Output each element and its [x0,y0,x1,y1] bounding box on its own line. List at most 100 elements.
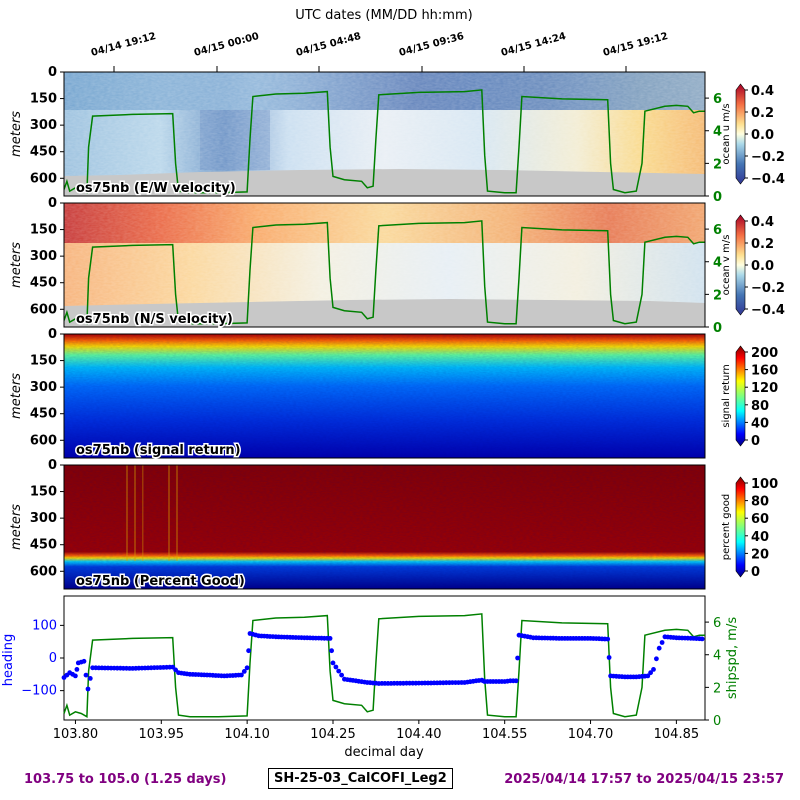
y-tick-label: 150 [30,223,57,238]
colorbar [735,214,746,316]
y-tick-label: 0 [48,458,57,473]
heading-point [87,676,93,681]
heading-point [659,640,665,645]
colorbar [735,345,746,447]
x-tick-label: 104.55 [482,727,528,742]
y-tick-label: 600 [30,433,57,448]
top-date-label: 04/15 19:12 [602,31,669,59]
colorbar-tick-label: 0.2 [751,237,774,252]
top-date-labels: 04/14 19:12 04/15 00:00 04/15 04:48 04/15 0… [90,31,669,72]
y-tick-label: 300 [30,380,57,395]
x-tick-label: 103.95 [139,727,185,742]
heading-tick-label: 0 [49,651,57,666]
colorbar-tick-label: −0.2 [751,150,785,165]
right-tick-label: 0 [713,321,722,336]
top-date-label: 04/15 04:48 [295,31,362,59]
colorbar-tick-label: 20 [751,547,769,562]
colorbar-tick-label: 40 [751,416,769,431]
axes: 0150300450600015030045060001503004506000… [21,65,722,742]
ship-speed-line [63,613,705,718]
colorbar-tick-label: 120 [751,381,778,396]
heading-point [327,636,333,641]
x-tick-label: 103.80 [53,727,99,742]
heading-point [73,673,78,679]
top-axis-title: UTC dates (MM/DD hh:mm) [295,8,472,23]
x-tick-label: 104.25 [310,727,356,742]
ship-speed-line [64,89,705,194]
y-tick-label: 450 [30,276,57,291]
ship-speed-line [64,220,705,325]
date-range-label: 2025/04/14 17:57 to 2025/04/15 23:57 [504,772,784,787]
y-axis-label: meters [9,504,24,550]
heading-point [605,636,611,642]
y-tick-label: 450 [30,407,57,422]
heading-point [83,672,89,678]
heading-point [515,655,520,661]
heading-point [85,686,91,692]
heading-point [651,667,656,672]
heading-point [699,636,705,642]
speed-axis-label: shipspd, m/s [725,617,740,699]
heading-point [606,655,612,660]
colorbar-tick-label: −0.4 [751,303,785,318]
heading-axis-label: heading [1,634,16,687]
x-tick-label: 104.85 [654,727,700,742]
right-tick-label: 4 [713,125,722,140]
right-tick-label: 6 [713,92,722,107]
heading-point [81,658,87,664]
day-range-label: 103.75 to 105.0 (1.25 days) [24,772,227,787]
heading-point [656,645,662,651]
heading-points [61,631,705,692]
heading-point [330,660,336,666]
panel-label: os75nb (signal return) [76,443,241,458]
colorbar-tick-label: 0 [751,434,760,449]
y-axis-label: meters [9,242,24,288]
colorbar [735,83,746,185]
colorbar-tick-label: 0.4 [751,84,774,99]
heading-point [339,672,344,678]
colorbar-tick-label: 100 [751,477,778,492]
heading-point [239,672,244,678]
right-tick-label: 2 [713,157,722,172]
heading-point [74,667,80,672]
heading-point [654,656,659,662]
right-tick-label: 0 [713,190,722,205]
speed-tick-label: 4 [713,649,721,664]
y-tick-label: 600 [30,564,57,579]
y-axis-label: meters [9,111,24,157]
heading-point [648,670,653,676]
x-tick-label: 104.10 [224,727,270,742]
colorbar-tick-label: 80 [751,495,769,510]
colorbar-label: signal return [721,364,732,427]
top-date-label: 04/15 00:00 [193,31,260,59]
y-tick-label: 0 [48,65,57,80]
heading-point [645,673,651,679]
panel-ns-velocity: os75nb (N/S velocity) meters [9,202,706,329]
panel-ew-velocity: os75nb (E/W velocity) meters [9,71,706,198]
y-tick-label: 0 [48,327,57,342]
heading-point [329,648,334,654]
speed-tick-label: 0 [713,714,721,729]
panel-label: os75nb (E/W velocity) [76,181,236,196]
colorbar-tick-label: 160 [751,364,778,379]
y-tick-label: 600 [30,171,57,186]
colorbar-tick-label: 0 [751,565,760,580]
panel-label: os75nb (N/S velocity) [76,312,233,327]
colorbar-label: ocean u m/s [721,103,732,164]
right-tick-label: 2 [713,288,722,303]
y-tick-label: 450 [30,538,57,553]
colorbar-tick-label: 200 [751,346,778,361]
speed-tick-label: 2 [713,681,721,696]
colorbar-tick-label: 40 [751,530,769,545]
y-tick-label: 300 [30,249,57,264]
panel-label: os75nb (Percent Good) [76,574,245,589]
x-tick-label: 104.70 [568,727,614,742]
right-tick-label: 4 [713,256,722,271]
panel-signal-return: os75nb (signal return) meters [9,333,706,460]
y-tick-label: 300 [30,118,57,133]
top-date-label: 04/14 19:12 [90,31,157,59]
top-date-label: 04/15 14:24 [500,31,567,59]
colorbar-tick-label: 0.0 [751,128,774,143]
x-axis-label: decimal day [344,745,424,760]
